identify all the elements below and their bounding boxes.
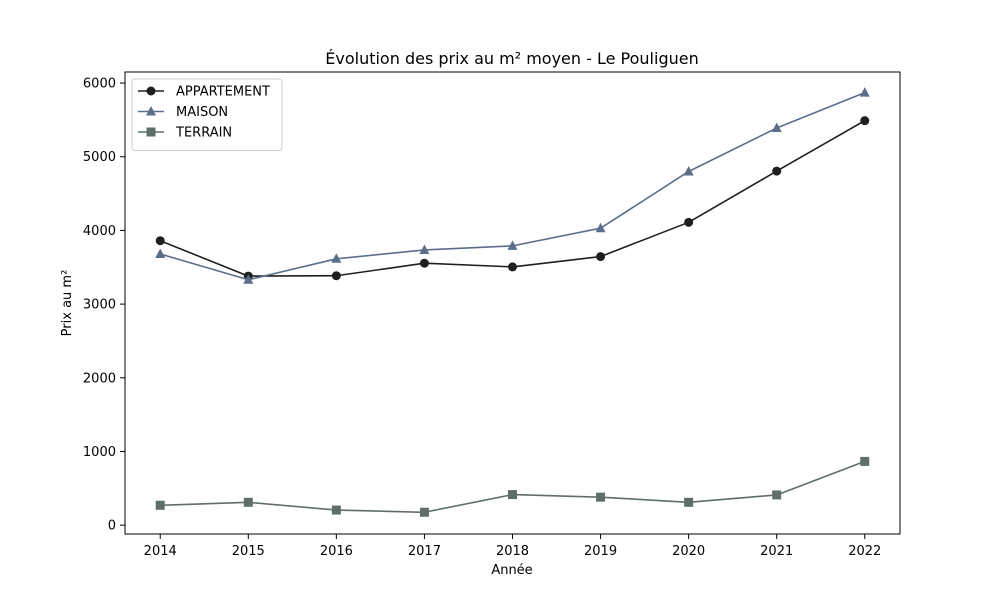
series-layer bbox=[155, 87, 870, 517]
data-point-appartement bbox=[419, 258, 429, 268]
chart-title: Évolution des prix au m² moyen - Le Poul… bbox=[325, 49, 698, 68]
data-point-maison bbox=[507, 240, 518, 250]
x-tick-label: 2019 bbox=[584, 544, 617, 559]
data-point-maison bbox=[243, 274, 254, 284]
legend-label-maison: MAISON bbox=[176, 105, 228, 120]
data-point-appartement bbox=[596, 252, 606, 262]
x-tick-label: 2021 bbox=[760, 544, 793, 559]
y-axis-title: Prix au m² bbox=[60, 270, 75, 337]
x-tick-label: 2016 bbox=[320, 544, 353, 559]
y-tick-label: 1000 bbox=[83, 445, 116, 460]
x-axis: 2014 2015 2016 2017 2018 2019 2020 2021 2022 bbox=[144, 534, 881, 559]
y-tick-label: 5000 bbox=[83, 150, 116, 165]
y-tick-label: 0 bbox=[108, 519, 116, 534]
legend-item-maison: MAISON bbox=[138, 105, 228, 120]
y-tick-label: 6000 bbox=[83, 77, 116, 92]
data-point-maison bbox=[331, 253, 342, 263]
data-point-terrain bbox=[331, 505, 341, 515]
data-point-terrain bbox=[508, 490, 517, 500]
data-point-maison bbox=[683, 165, 694, 176]
data-point-maison bbox=[595, 222, 606, 233]
data-point-maison bbox=[419, 244, 430, 254]
y-tick-label: 3000 bbox=[83, 298, 116, 313]
legend-marker-terrain bbox=[146, 127, 156, 137]
legend-marker-appartement bbox=[146, 86, 156, 96]
x-tick-label: 2018 bbox=[496, 544, 529, 559]
legend-item-terrain: TERRAIN bbox=[138, 126, 232, 141]
legend-box bbox=[131, 78, 283, 151]
legend-label-appartement: APPARTEMENT bbox=[176, 85, 270, 100]
legend-marker-maison bbox=[146, 106, 156, 116]
data-point-terrain bbox=[860, 456, 870, 466]
series-maison bbox=[155, 87, 870, 284]
x-tick-label: 2022 bbox=[848, 544, 881, 559]
legend-label-terrain: TERRAIN bbox=[175, 126, 232, 141]
y-tick-label: 2000 bbox=[83, 371, 116, 386]
data-point-terrain bbox=[243, 497, 253, 507]
series-terrain bbox=[155, 456, 870, 517]
data-point-appartement bbox=[684, 217, 694, 227]
data-point-terrain bbox=[596, 492, 606, 502]
legend-item-appartement: APPARTEMENT bbox=[138, 85, 270, 100]
legend: APPARTEMENT MAISON TERRAIN bbox=[131, 78, 283, 151]
data-point-appartement bbox=[860, 116, 870, 126]
data-point-terrain bbox=[772, 490, 782, 500]
data-point-terrain bbox=[419, 507, 429, 517]
data-point-appartement bbox=[331, 271, 341, 281]
y-axis: 0 1000 2000 3000 4000 5000 6000 bbox=[83, 77, 125, 534]
x-tick-label: 2017 bbox=[408, 544, 441, 559]
y-tick-label: 4000 bbox=[83, 224, 116, 239]
data-point-appartement bbox=[508, 262, 517, 272]
x-tick-label: 2014 bbox=[144, 544, 177, 559]
data-point-maison bbox=[771, 122, 782, 132]
x-axis-title: Année bbox=[491, 563, 532, 578]
data-point-terrain bbox=[155, 500, 165, 510]
data-point-maison bbox=[155, 248, 166, 258]
data-point-appartement bbox=[155, 236, 165, 246]
plot-frame bbox=[124, 71, 901, 535]
data-point-appartement bbox=[772, 166, 782, 176]
x-tick-label: 2015 bbox=[232, 544, 265, 559]
data-point-maison bbox=[859, 87, 870, 97]
x-tick-label: 2020 bbox=[672, 544, 705, 559]
data-point-terrain bbox=[684, 497, 694, 507]
